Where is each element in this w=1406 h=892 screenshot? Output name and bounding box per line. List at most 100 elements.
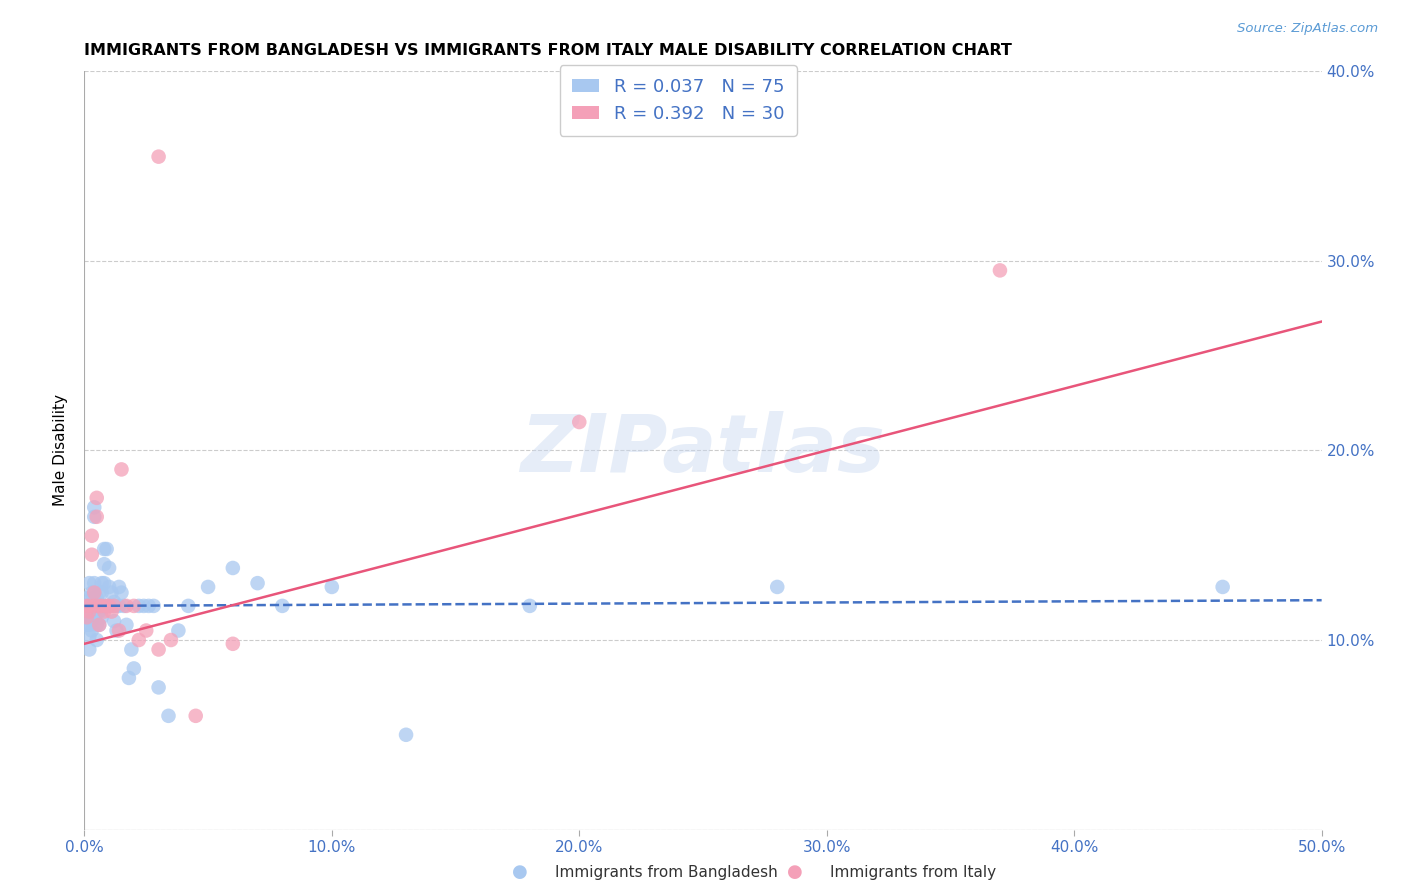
Point xyxy=(86,618,108,632)
Point xyxy=(138,599,160,613)
Point xyxy=(80,605,103,619)
Point xyxy=(96,599,118,613)
Point xyxy=(120,642,142,657)
Point xyxy=(80,614,103,628)
Point xyxy=(110,462,132,476)
Point xyxy=(86,605,108,619)
Point xyxy=(80,591,103,606)
Point xyxy=(79,576,101,591)
Point xyxy=(103,595,125,609)
Point xyxy=(222,561,245,575)
Point xyxy=(132,599,155,613)
Point xyxy=(118,671,141,685)
Point xyxy=(79,599,101,613)
Point xyxy=(93,599,115,613)
Point xyxy=(79,599,101,613)
Point xyxy=(89,599,111,613)
Point xyxy=(246,576,269,591)
Point xyxy=(100,599,122,613)
Point xyxy=(76,591,98,606)
Point xyxy=(83,509,105,524)
Point xyxy=(83,576,105,591)
Point xyxy=(80,599,103,613)
Point xyxy=(122,661,145,675)
Point xyxy=(93,576,115,591)
Point xyxy=(108,599,131,613)
Point xyxy=(100,585,122,599)
Point xyxy=(160,633,183,648)
Point xyxy=(80,548,103,562)
Point xyxy=(321,580,343,594)
Point xyxy=(184,708,207,723)
Point xyxy=(271,599,294,613)
Point xyxy=(80,585,103,599)
Point xyxy=(98,561,121,575)
Point xyxy=(157,708,180,723)
Point xyxy=(90,599,112,613)
Point xyxy=(128,599,150,613)
Point xyxy=(86,591,108,606)
Point xyxy=(76,599,98,613)
Point xyxy=(135,624,157,638)
Point xyxy=(103,599,125,613)
Point xyxy=(76,599,98,613)
Point xyxy=(177,599,200,613)
Point xyxy=(93,605,115,619)
Point xyxy=(148,681,170,695)
Point xyxy=(93,557,115,572)
Point xyxy=(86,491,108,505)
Point xyxy=(80,599,103,613)
Point xyxy=(96,599,118,613)
Point xyxy=(98,580,121,594)
Point xyxy=(89,585,111,599)
Point xyxy=(79,629,101,643)
Text: Source: ZipAtlas.com: Source: ZipAtlas.com xyxy=(1237,22,1378,36)
Point xyxy=(197,580,219,594)
Text: Immigrants from Bangladesh: Immigrants from Bangladesh xyxy=(555,865,778,880)
Point xyxy=(395,728,418,742)
Point xyxy=(766,580,789,594)
Point xyxy=(1212,580,1234,594)
Point xyxy=(89,618,111,632)
Point xyxy=(76,618,98,632)
Point xyxy=(79,605,101,619)
Point xyxy=(89,605,111,619)
Text: ●: ● xyxy=(786,863,803,881)
Point xyxy=(90,576,112,591)
Point xyxy=(103,614,125,628)
Point xyxy=(86,509,108,524)
Point xyxy=(110,585,132,599)
Point xyxy=(108,624,131,638)
Point xyxy=(80,624,103,638)
Point xyxy=(115,599,138,613)
Point xyxy=(76,610,98,624)
Point xyxy=(98,599,121,613)
Point xyxy=(105,599,128,613)
Point xyxy=(108,580,131,594)
Point xyxy=(105,624,128,638)
Point xyxy=(988,263,1011,277)
Point xyxy=(115,618,138,632)
Point xyxy=(90,610,112,624)
Text: ●: ● xyxy=(512,863,529,881)
Point xyxy=(83,585,105,599)
Point xyxy=(148,642,170,657)
Point xyxy=(86,599,108,613)
Point xyxy=(79,642,101,657)
Point xyxy=(90,599,112,613)
Point xyxy=(148,150,170,164)
Point xyxy=(90,585,112,599)
Point xyxy=(568,415,591,429)
Y-axis label: Male Disability: Male Disability xyxy=(53,394,69,507)
Point xyxy=(100,605,122,619)
Point xyxy=(79,618,101,632)
Point xyxy=(128,633,150,648)
Point xyxy=(142,599,165,613)
Text: Immigrants from Italy: Immigrants from Italy xyxy=(830,865,995,880)
Text: ZIPatlas: ZIPatlas xyxy=(520,411,886,490)
Point xyxy=(167,624,190,638)
Point xyxy=(519,599,541,613)
Point xyxy=(79,605,101,619)
Point xyxy=(76,610,98,624)
Point xyxy=(86,633,108,648)
